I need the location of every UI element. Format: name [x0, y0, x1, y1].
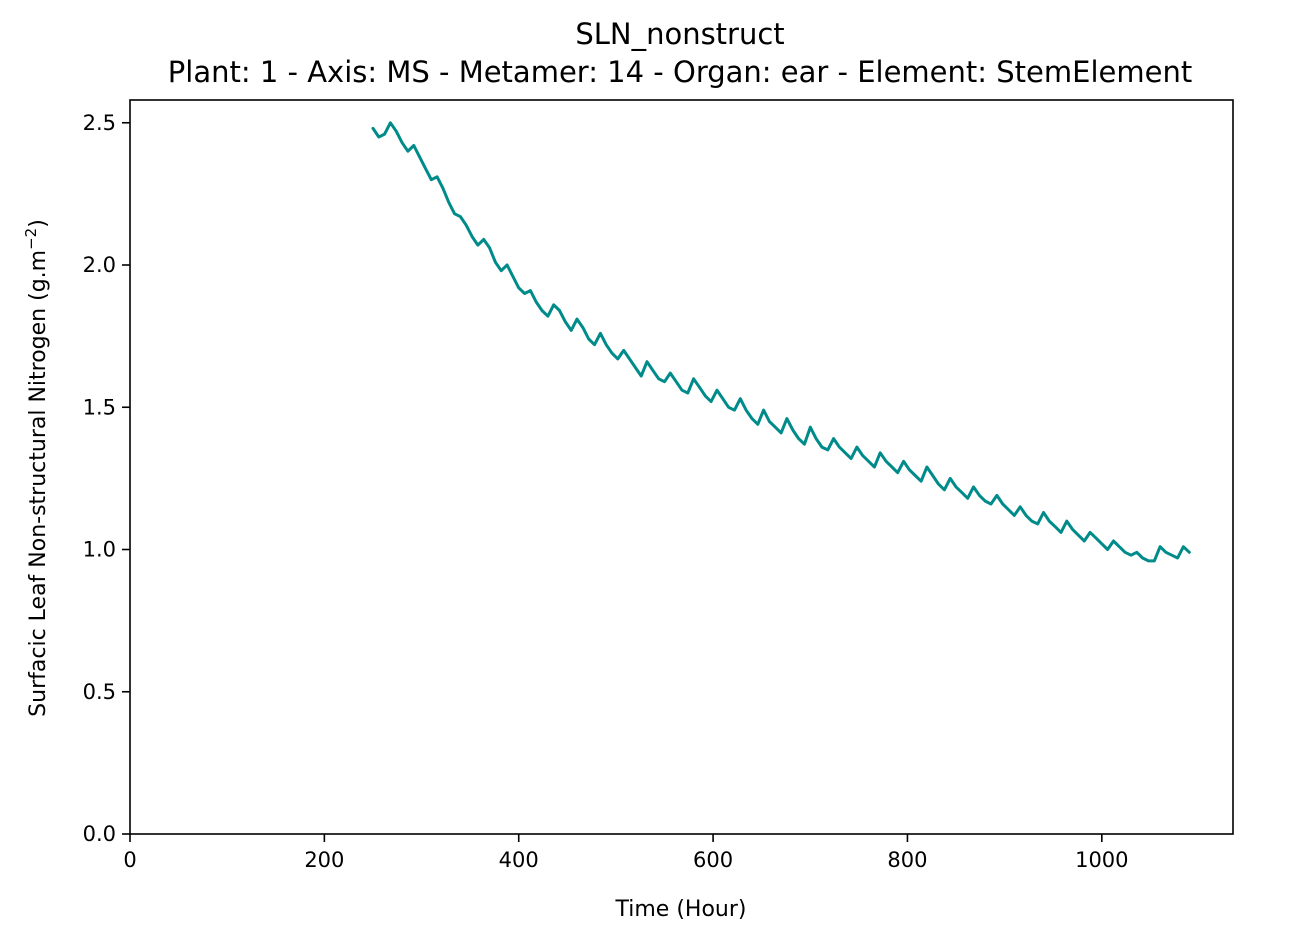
- x-tick-label: 200: [304, 848, 344, 872]
- series-line: [371, 121, 1191, 563]
- x-tick-label: 400: [499, 848, 539, 872]
- y-tick-label: 2.0: [83, 253, 116, 277]
- x-tick-label: 800: [887, 848, 927, 872]
- y-tick-label: 2.5: [83, 111, 116, 135]
- y-tick-label: 1.0: [83, 538, 116, 562]
- x-axis: 0 200 400 600 800 1000: [123, 834, 1129, 872]
- chart-subtitle: Plant: 1 - Axis: MS - Metamer: 14 - Orga…: [168, 55, 1192, 89]
- chart-title: SLN_nonstruct: [575, 17, 784, 51]
- x-axis-label: Time (Hour): [615, 897, 747, 922]
- y-axis: 0.0 0.5 1.0 1.5 2.0 2.5: [83, 111, 130, 846]
- y-tick-label: 1.5: [83, 395, 116, 419]
- x-tick-label: 0: [123, 848, 136, 872]
- y-tick-label: 0.0: [83, 822, 116, 846]
- y-axis-label: Surfacic Leaf Non-structural Nitrogen (g…: [22, 219, 51, 717]
- x-tick-label: 600: [693, 848, 733, 872]
- plot-frame: [129, 99, 1234, 835]
- y-tick-label: 0.5: [83, 680, 116, 704]
- x-tick-label: 1000: [1075, 848, 1128, 872]
- plot-area: [129, 99, 1234, 835]
